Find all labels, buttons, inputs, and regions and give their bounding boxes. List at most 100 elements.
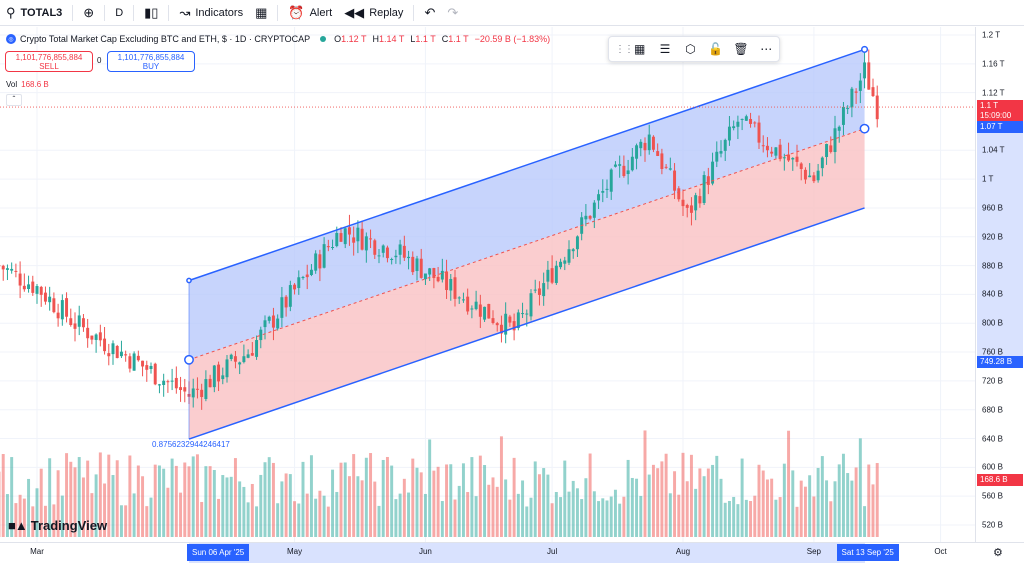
alert-button[interactable]: ⏰ Alert (282, 0, 338, 26)
chart-type-button[interactable]: ▮▯ (138, 0, 164, 26)
volume-bar (86, 460, 90, 537)
time-axis[interactable]: ⚙ Mar May Jun Jul Aug Sep Oct Sun 06 Apr '25 Sat… (0, 542, 1024, 563)
line-style-icon[interactable]: ☰ (659, 42, 671, 56)
chart-settings-icon[interactable]: ⚙ (993, 547, 1003, 559)
price-chart[interactable] (0, 27, 975, 542)
lock-icon[interactable]: 🔓 (708, 42, 724, 56)
candle-body (461, 299, 465, 301)
candle-body (483, 306, 487, 320)
candle-body (470, 308, 474, 310)
candle-body (816, 170, 820, 181)
candle-body (719, 151, 723, 154)
candle-body (732, 126, 736, 129)
volume-bar (415, 467, 419, 537)
tradingview-logo[interactable]: ■▲ TradingView (8, 518, 107, 533)
volume-bar (660, 461, 664, 537)
interval-button[interactable]: D (109, 0, 129, 26)
volume-bar (445, 464, 449, 537)
top-toolbar: ⚲ TOTAL3 ⊕ D ▮▯ ↝ Indicators ▦ ⏰ Alert ◀… (0, 0, 1024, 26)
candle-body (453, 277, 457, 299)
volume-bar (18, 494, 22, 537)
volume-bar (69, 461, 73, 537)
volume-bar (537, 474, 541, 537)
candle-body (457, 297, 461, 299)
candle-body (635, 145, 639, 159)
time-tick-label: Jul (546, 547, 558, 556)
channel-lower-line[interactable] (188, 207, 865, 440)
symbol-search[interactable]: ⚲ TOTAL3 (0, 0, 68, 26)
volume-bar (711, 464, 715, 537)
sell-button[interactable]: 1,101,776,855,884 SELL (5, 51, 93, 72)
volume-bar (575, 488, 579, 537)
volume-bar (250, 483, 254, 537)
volume-bar (322, 495, 326, 537)
volume-bar (622, 496, 626, 537)
settings-icon[interactable]: ⬡ (685, 42, 696, 56)
replay-button[interactable]: ◀◀ Replay (338, 0, 409, 26)
volume-bar (668, 493, 672, 537)
drawing-anchor-handle[interactable] (186, 277, 192, 284)
volume-bar (293, 501, 297, 537)
volume-bar (580, 499, 584, 537)
volume-bar (833, 481, 837, 537)
market-status-icon (320, 36, 327, 42)
volume-bar (689, 454, 693, 537)
volume-legend[interactable]: Vol 168.6 B (6, 80, 49, 89)
template-icon[interactable]: ▦ (633, 42, 646, 56)
candle-body (601, 191, 605, 193)
price-tick-label: 920 B (982, 232, 1003, 242)
candle-body (559, 261, 563, 268)
channel-upper-line[interactable] (188, 48, 865, 282)
price-tick-label: 960 B (982, 203, 1003, 213)
volume-bar (656, 468, 660, 537)
volume-bar (808, 475, 812, 537)
volume-bar (1, 454, 5, 537)
chart-pane[interactable] (0, 27, 975, 542)
candle-body (18, 273, 22, 286)
volume-bar (757, 464, 761, 537)
candle-body (250, 353, 254, 356)
indicators-button[interactable]: ↝ Indicators (173, 0, 249, 26)
legend-title[interactable]: Crypto Total Market Cap Excluding BTC an… (20, 34, 311, 44)
volume-bar (567, 491, 571, 537)
volume-bar (664, 453, 668, 537)
buy-button[interactable]: 1,101,776,855,884 BUY (107, 51, 195, 72)
undo-button[interactable]: ↶ (418, 0, 441, 26)
compare-button[interactable]: ⊕ (77, 0, 100, 26)
plus-icon: ⊕ (83, 5, 95, 20)
volume-bar (643, 430, 647, 537)
volume-bar (73, 467, 77, 537)
volume-bar (470, 457, 474, 537)
collapse-legend-button[interactable]: ˆ (6, 94, 22, 106)
redo-button[interactable]: ↷ (441, 0, 464, 26)
drawing-anchor-handle[interactable] (861, 45, 869, 53)
candle-body (571, 249, 575, 252)
volume-bar (314, 498, 318, 537)
candle-body (288, 285, 292, 307)
volume-bar (242, 486, 246, 537)
price-tick-label: 880 B (982, 261, 1003, 271)
candle-body (626, 170, 630, 175)
candle-body (533, 289, 537, 291)
drag-handle-icon[interactable]: ⋮⋮ (615, 43, 634, 55)
volume-bar (162, 468, 166, 537)
candle-body (157, 384, 161, 386)
candle-body (238, 362, 242, 365)
volume-bar (854, 467, 858, 537)
volume-bar (377, 505, 381, 537)
volume-bar (706, 468, 710, 537)
drawing-anchor-handle[interactable] (859, 123, 870, 134)
volume-bar (787, 430, 791, 537)
drawing-anchor-handle[interactable] (184, 354, 194, 365)
candle-body (52, 298, 56, 313)
volume-bar (732, 496, 736, 537)
more-icon[interactable]: ⋯ (760, 42, 773, 56)
volume-label: Vol (6, 80, 18, 89)
volume-bar (525, 506, 529, 537)
candle-body (179, 387, 183, 391)
candle-body (563, 260, 567, 264)
templates-button[interactable]: ▦ (249, 0, 273, 26)
range-end-label: Sat 13 Sep '25 (836, 544, 899, 561)
trash-icon[interactable]: 🗑 (733, 42, 749, 56)
price-axis[interactable]: 1.2 T 1.16 T 1.12 T 1.04 T 1 T 960 B 920 B 880 … (975, 27, 1024, 542)
